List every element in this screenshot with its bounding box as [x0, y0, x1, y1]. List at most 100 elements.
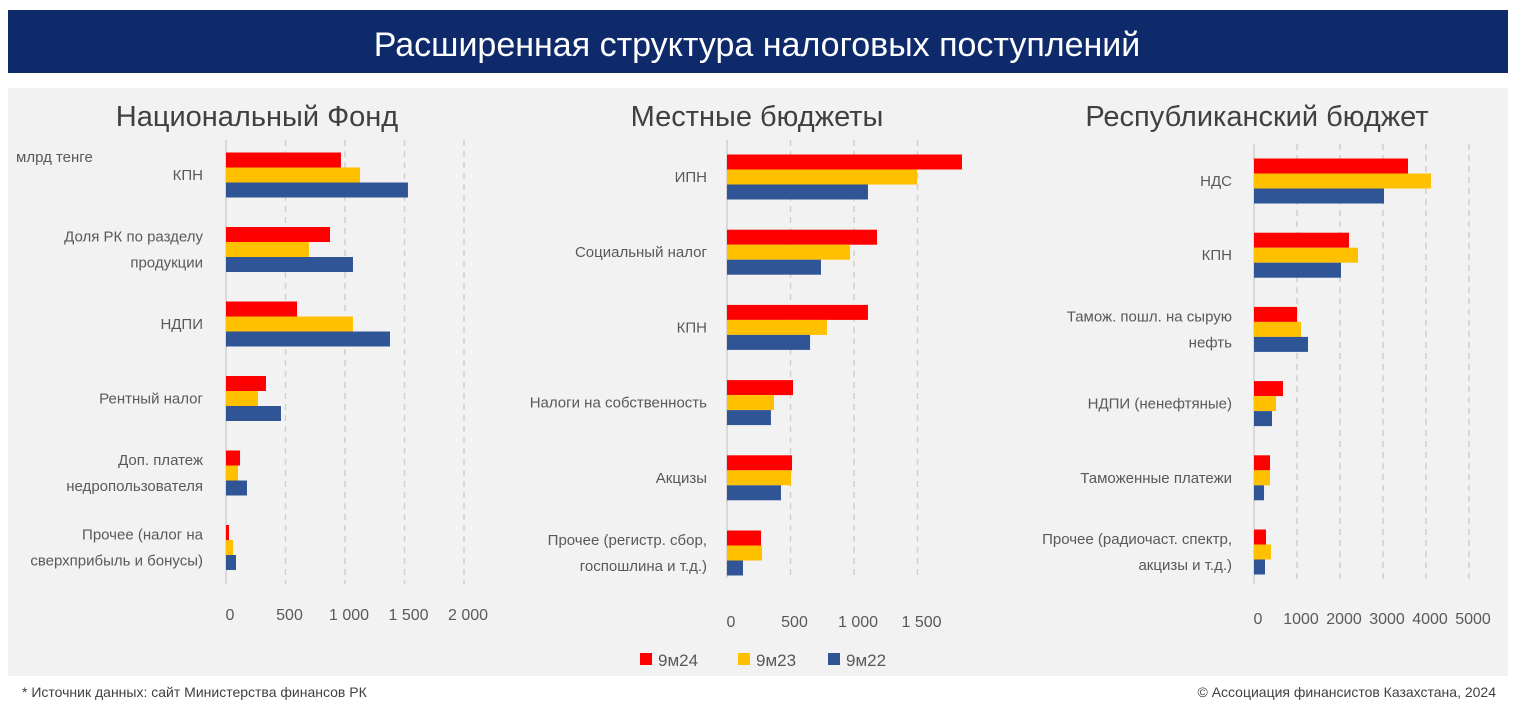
tick-label: 2 000 — [448, 607, 488, 624]
category-label: КПН — [1202, 247, 1232, 264]
bar-9м23 — [1254, 247, 1359, 263]
bar-9м24 — [226, 227, 331, 242]
bar-9м22 — [226, 257, 353, 272]
tick-label: 2000 — [1326, 611, 1362, 628]
bar-9м23 — [1254, 173, 1431, 189]
bar-9м22 — [1254, 336, 1309, 352]
bar-9м24 — [226, 376, 266, 391]
legend-label: 9м23 — [756, 651, 796, 670]
category-label: Социальный налог — [575, 244, 708, 261]
tick-label: 1 500 — [901, 614, 941, 631]
bar-9м23 — [1254, 396, 1277, 412]
category-label: Таможенные платежи — [1080, 470, 1232, 487]
tick-label: 5000 — [1455, 611, 1491, 628]
bar-9м22 — [727, 259, 821, 275]
bar-9м24 — [1254, 306, 1297, 322]
bar-9м23 — [226, 391, 259, 406]
chart-title: Национальный Фонд — [116, 101, 398, 133]
tick-label: 3000 — [1369, 611, 1405, 628]
category-label: ИПН — [675, 169, 707, 186]
category-label: НДПИ (ненефтяные) — [1088, 396, 1232, 413]
category-label: акцизы и т.д.) — [1138, 557, 1232, 574]
bar-9м22 — [1254, 188, 1384, 204]
bar-9м24 — [727, 304, 868, 320]
category-label: Налоги на собственность — [530, 395, 707, 412]
bar-9м22 — [226, 480, 247, 496]
bar-9м24 — [727, 380, 794, 396]
bar-9м22 — [727, 184, 868, 200]
tick-label: 500 — [276, 607, 303, 624]
bar-9м22 — [226, 555, 236, 570]
tick-label: 1 000 — [329, 607, 369, 624]
category-label: КПН — [677, 319, 707, 336]
bar-9м24 — [1254, 381, 1283, 397]
bar-9м24 — [727, 455, 793, 471]
legend-swatch — [640, 653, 652, 665]
category-label: Прочее (радиочаст. спектр, — [1042, 531, 1232, 548]
legend-label: 9м22 — [846, 651, 886, 670]
bar-9м22 — [226, 406, 281, 421]
category-label: недропользователя — [66, 478, 203, 495]
charts: Национальный Фонд млрд тенге 0 500 1 000 1 50… — [16, 101, 1491, 631]
chart-title: Местные бюджеты — [631, 101, 884, 133]
category-label: Прочее (налог на — [82, 527, 204, 544]
bar-9м24 — [727, 530, 762, 546]
unit-label: млрд тенге — [16, 149, 93, 166]
bar-9м24 — [226, 152, 341, 168]
bar-9м22 — [727, 560, 744, 576]
category-label: НДС — [1200, 173, 1232, 190]
bar-9м24 — [226, 301, 298, 317]
legend: 9м24 9м23 9м22 — [640, 651, 886, 670]
chart-1: Национальный Фонд млрд тенге 0 500 1 000 1 50… — [16, 101, 488, 624]
bar-9м24 — [1254, 455, 1270, 471]
bar-9м22 — [1254, 262, 1341, 278]
bar-9м23 — [1254, 470, 1270, 486]
tick-label: 1 500 — [388, 607, 428, 624]
source-note: * Источник данных: сайт Министерства фин… — [22, 684, 368, 700]
bar-9м23 — [727, 470, 792, 486]
bar-9м24 — [1254, 158, 1408, 174]
tick-label: 0 — [727, 614, 736, 631]
tick-label: 4000 — [1412, 611, 1448, 628]
category-label: Доп. платеж — [118, 452, 203, 469]
tick-label: 0 — [226, 607, 235, 624]
bar-9м22 — [226, 182, 408, 198]
bar-9м24 — [226, 525, 229, 540]
bar-9м23 — [1254, 544, 1271, 560]
bar-9м23 — [727, 169, 917, 185]
category-label: Тамож. пошл. на сырую — [1067, 308, 1232, 325]
legend-swatch — [828, 653, 840, 665]
bar-9м22 — [727, 334, 811, 350]
bar-9м24 — [1254, 529, 1266, 545]
bar-9м24 — [727, 229, 877, 245]
chart-title: Республиканский бюджет — [1085, 101, 1428, 133]
bar-9м22 — [226, 331, 390, 347]
tick-label: 1 000 — [838, 614, 878, 631]
category-label: продукции — [130, 255, 203, 272]
bar-9м23 — [226, 167, 360, 183]
bar-9м23 — [226, 465, 239, 481]
bar-9м23 — [727, 244, 851, 260]
legend-swatch — [738, 653, 750, 665]
bar-9м23 — [226, 540, 234, 555]
category-label: Акцизы — [656, 470, 707, 487]
chart-3: Республиканский бюджет 0 1000 2000 3000 4000 5… — [1042, 101, 1491, 628]
category-label: Рентный налог — [99, 391, 203, 408]
bar-9м23 — [727, 545, 763, 561]
bar-9м24 — [226, 450, 241, 466]
category-label: сверхприбыль и бонусы) — [30, 553, 203, 570]
bar-9м24 — [1254, 232, 1349, 248]
copyright: © Ассоциация финансистов Казахстана, 202… — [1197, 684, 1496, 700]
bar-9м22 — [1254, 485, 1265, 501]
bar-9м24 — [727, 154, 962, 170]
title-bar — [8, 10, 1508, 73]
bar-9м22 — [727, 410, 771, 426]
category-label: госпошлина и т.д.) — [580, 558, 707, 575]
bar-9м23 — [1254, 321, 1301, 337]
tick-label: 500 — [781, 614, 808, 631]
chart-2: Местные бюджеты 0 500 1 000 1 500 ИПН Социальн… — [530, 101, 962, 631]
bar-9м23 — [727, 395, 774, 411]
bar-9м23 — [226, 316, 353, 332]
tick-label: 1000 — [1283, 611, 1319, 628]
